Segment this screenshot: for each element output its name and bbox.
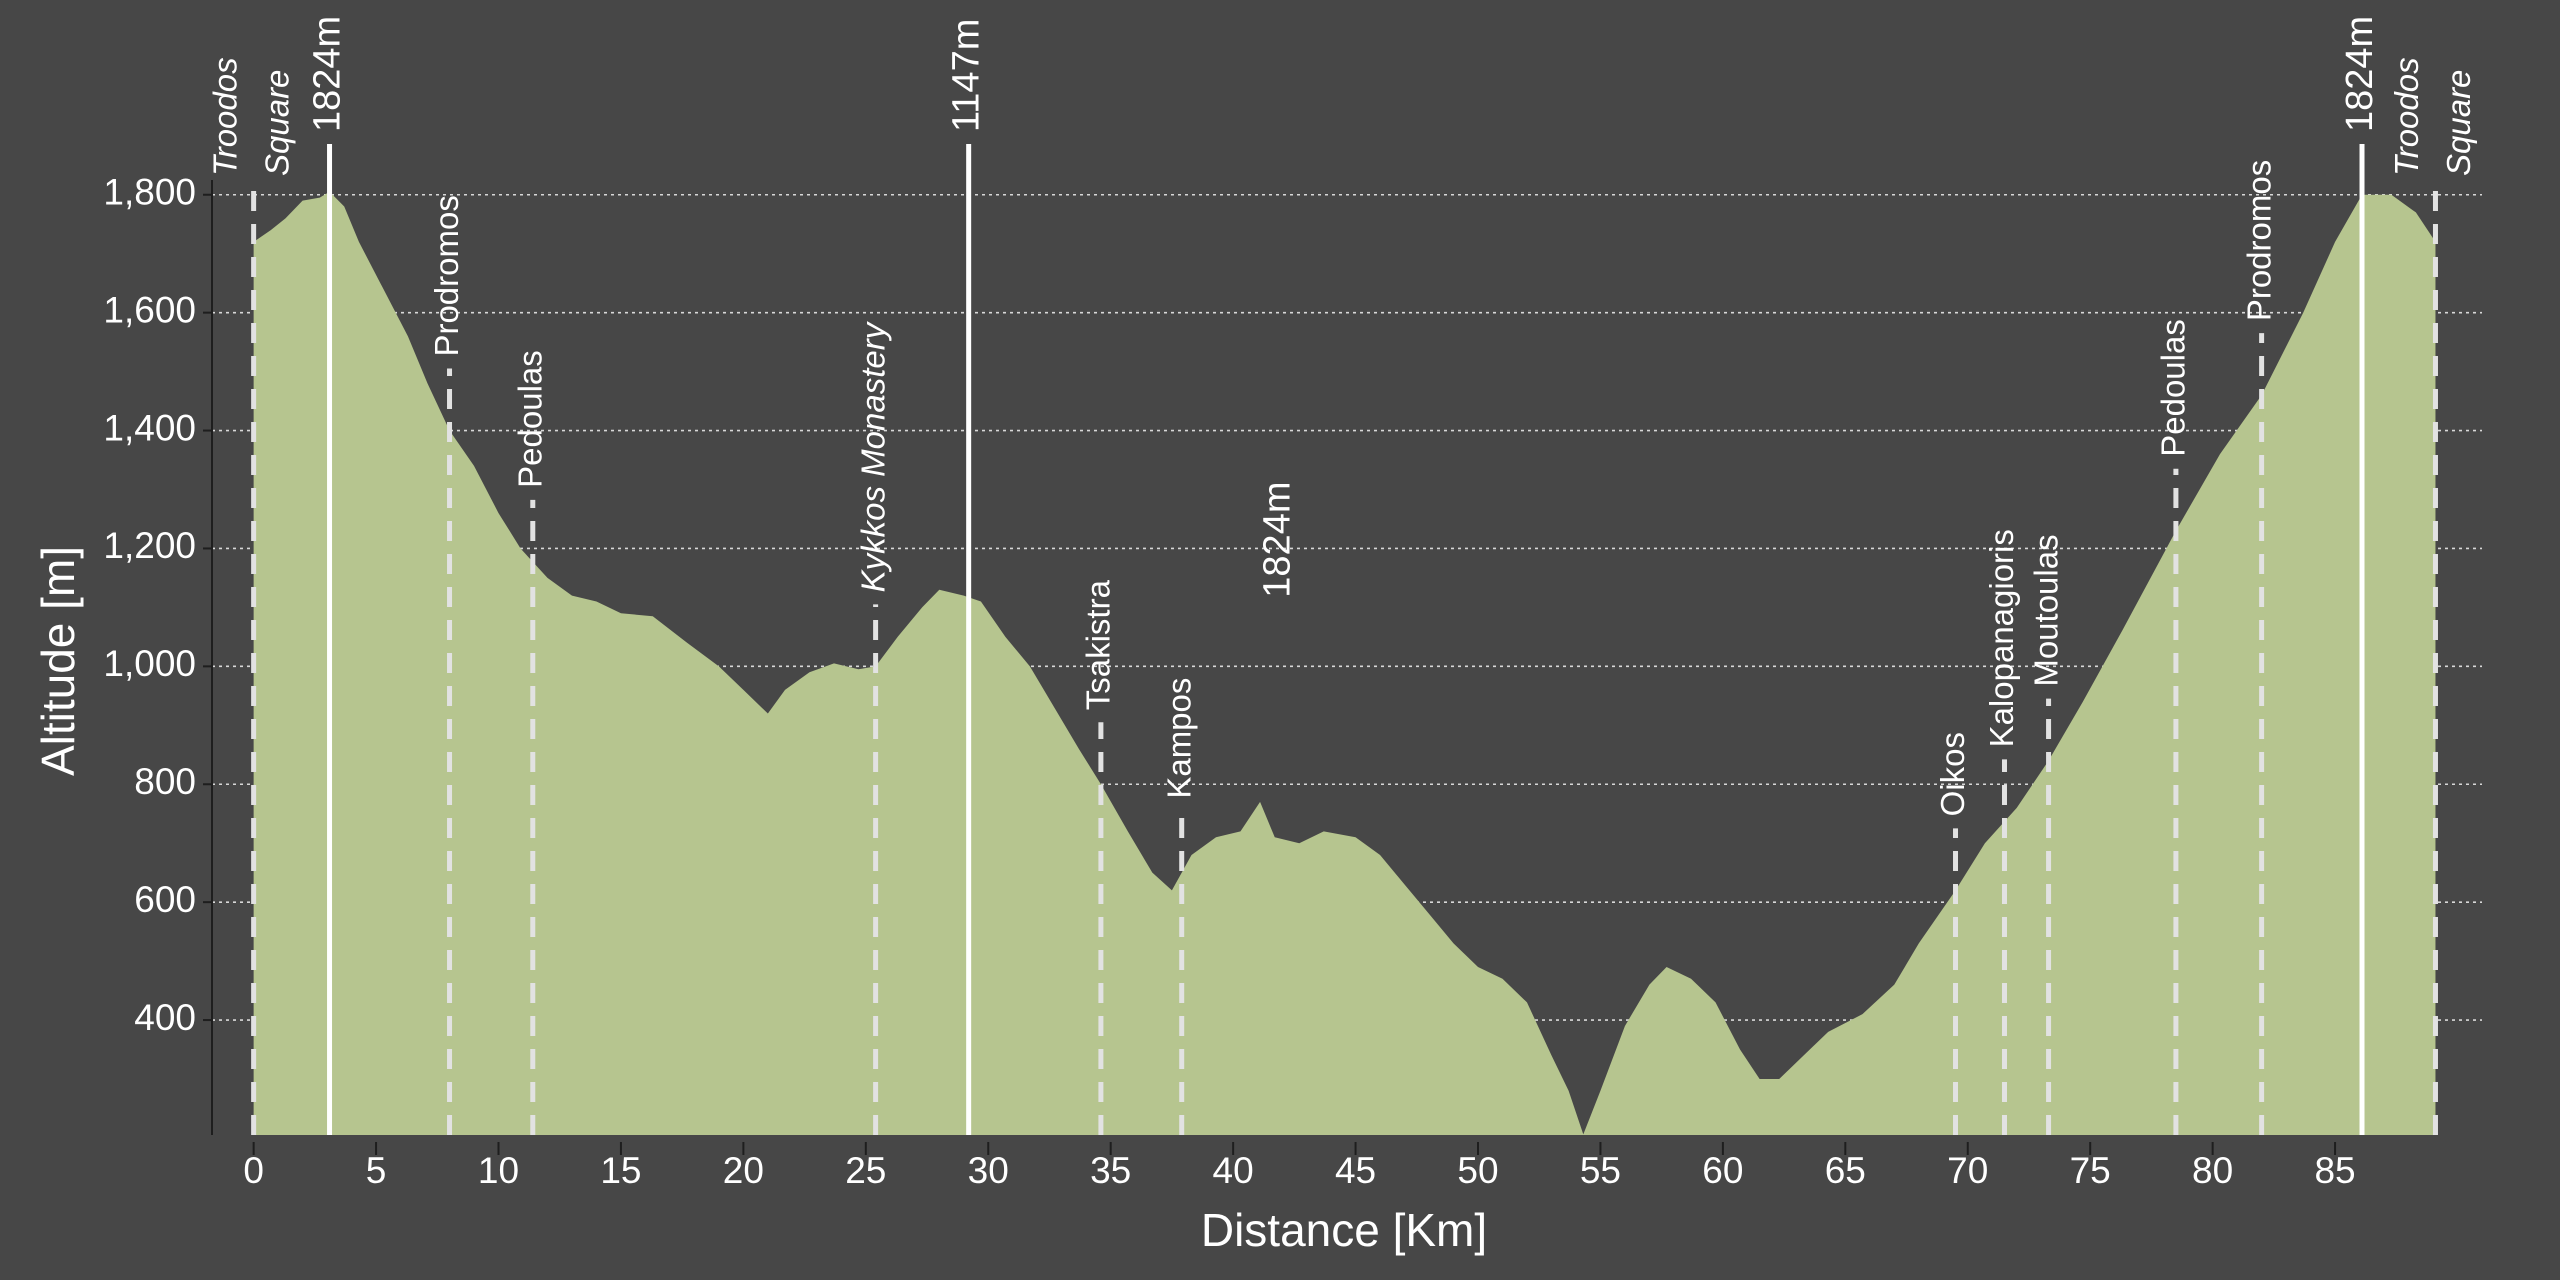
x-tick-label: 0 xyxy=(243,1150,264,1191)
waypoint-label: Pedoulas xyxy=(512,350,549,488)
x-tick-label: 60 xyxy=(1702,1150,1743,1191)
waypoint-label: Kampos xyxy=(1160,678,1197,799)
x-tick-label: 20 xyxy=(723,1150,764,1191)
y-tick-label: 400 xyxy=(134,997,196,1038)
waypoint-label: Square xyxy=(2440,70,2477,176)
y-tick-label: 1,600 xyxy=(103,289,196,330)
waypoint-label: Kalopanagioris xyxy=(1983,529,2020,747)
waypoint-label: Moutoulas xyxy=(2027,534,2064,686)
x-tick-label: 85 xyxy=(2314,1150,2355,1191)
x-tick-label: 30 xyxy=(968,1150,1009,1191)
x-tick-label: 55 xyxy=(1580,1150,1621,1191)
waypoint-label: Troodos xyxy=(206,57,243,176)
x-tick-label: 50 xyxy=(1457,1150,1498,1191)
waypoint-label: 1147m xyxy=(946,19,988,132)
waypoint-label: Kykkos Monastery xyxy=(854,320,891,592)
y-tick-label: 1,800 xyxy=(103,172,196,213)
waypoint-label: Prodromos xyxy=(428,195,465,356)
x-tick-label: 70 xyxy=(1947,1150,1988,1191)
x-tick-label: 25 xyxy=(845,1150,886,1191)
y-tick-label: 1,400 xyxy=(103,407,196,448)
annotation: 1824m xyxy=(1257,481,1299,597)
x-tick-label: 15 xyxy=(600,1150,641,1191)
x-tick-label: 65 xyxy=(1825,1150,1866,1191)
y-tick-label: 1,200 xyxy=(103,525,196,566)
waypoint-label: Prodromos xyxy=(2240,160,2277,321)
y-axis-title: Altitude [m] xyxy=(32,546,84,776)
waypoint-label: Oikos xyxy=(1934,732,1971,816)
x-tick-label: 5 xyxy=(366,1150,387,1191)
y-tick-label: 1,000 xyxy=(103,643,196,684)
x-tick-label: 45 xyxy=(1335,1150,1376,1191)
x-tick-label: 80 xyxy=(2192,1150,2233,1191)
waypoint-label: 1824m xyxy=(307,16,349,132)
x-tick-label: 35 xyxy=(1090,1150,1131,1191)
x-axis-title: Distance [Km] xyxy=(1201,1204,1487,1256)
y-tick-label: 600 xyxy=(134,879,196,920)
waypoint-label: Pedoulas xyxy=(2155,319,2192,457)
y-tick-label: 800 xyxy=(134,761,196,802)
waypoint-label: 1824m xyxy=(2339,16,2381,132)
elevation-area xyxy=(253,191,2436,1135)
waypoint-label: Square xyxy=(258,70,295,176)
waypoint-label: Troodos xyxy=(2388,57,2425,176)
x-tick-label: 40 xyxy=(1213,1150,1254,1191)
waypoint-label: Tsakistra xyxy=(1080,579,1117,710)
x-tick-label: 75 xyxy=(2070,1150,2111,1191)
x-tick-label: 10 xyxy=(478,1150,519,1191)
